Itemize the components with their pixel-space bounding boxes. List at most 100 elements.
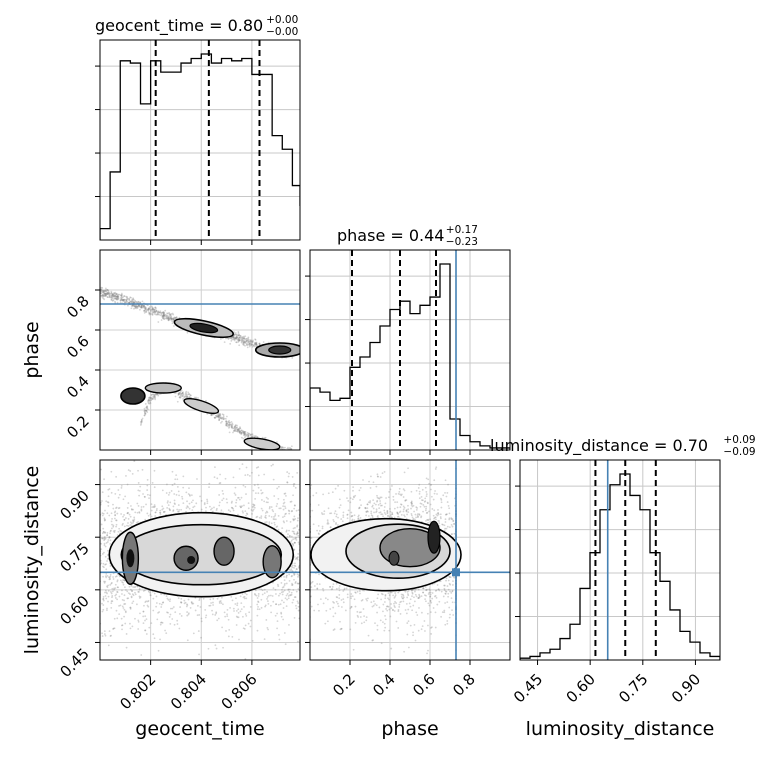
sample-point	[182, 486, 185, 489]
sample-point	[214, 416, 216, 419]
sample-point	[242, 596, 245, 599]
sample-point	[264, 605, 266, 608]
sample-point	[173, 316, 176, 319]
sample-point	[101, 500, 103, 502]
sample-point	[238, 431, 241, 434]
sample-point	[283, 515, 286, 518]
sample-point	[185, 396, 188, 399]
sample-point	[102, 551, 105, 554]
sample-point	[254, 342, 257, 345]
sample-point	[114, 297, 117, 300]
sample-point	[130, 508, 133, 510]
sample-point	[143, 305, 145, 308]
sample-point	[154, 311, 157, 314]
sample-point	[245, 340, 248, 343]
sample-point	[179, 606, 182, 608]
sample-point	[410, 512, 413, 515]
sample-point	[254, 338, 257, 341]
sample-point	[240, 436, 243, 439]
sample-point	[134, 305, 136, 308]
sample-point	[140, 305, 143, 308]
sample-point	[149, 494, 151, 497]
sample-point	[115, 523, 118, 526]
sample-point	[103, 289, 106, 292]
sample-point	[257, 593, 260, 595]
scatter-panel-luminosity_distance-vs-phase	[309, 459, 511, 661]
sample-point	[156, 393, 158, 396]
sample-point	[156, 313, 159, 315]
sample-point	[256, 614, 259, 617]
sample-point	[103, 566, 105, 569]
sample-point	[123, 300, 126, 303]
sample-point	[148, 306, 151, 308]
sample-point	[243, 431, 246, 434]
sample-point	[162, 315, 165, 318]
sample-point	[249, 340, 252, 343]
sample-point	[267, 501, 269, 504]
sample-point	[163, 312, 165, 315]
sample-point	[105, 576, 108, 579]
sample-point	[121, 624, 123, 627]
sample-point	[231, 426, 233, 428]
sample-point	[225, 423, 228, 426]
sample-point	[146, 405, 149, 408]
sample-point	[146, 407, 148, 410]
sample-point	[216, 619, 219, 622]
sample-point	[279, 447, 282, 450]
sample-point	[103, 538, 106, 541]
sample-point	[115, 295, 118, 298]
sample-point	[237, 339, 240, 342]
sample-point	[103, 518, 106, 521]
sample-point	[104, 589, 107, 592]
sample-point	[185, 510, 187, 513]
sample-point	[186, 611, 189, 613]
sample-point	[102, 295, 105, 298]
sample-point	[176, 619, 179, 622]
sample-point	[251, 506, 254, 508]
sample-point	[442, 494, 445, 497]
sample-point	[123, 295, 126, 298]
sample-point	[423, 505, 426, 508]
sample-point	[122, 296, 124, 299]
sample-point	[245, 343, 248, 346]
sample-point	[227, 337, 230, 340]
sample-point	[189, 394, 192, 397]
sample-point	[152, 597, 155, 600]
sample-point	[123, 295, 126, 297]
sample-point	[329, 585, 332, 588]
sample-point	[126, 507, 129, 509]
sample-point	[154, 398, 157, 401]
sample-point	[246, 435, 249, 438]
sample-point	[187, 613, 190, 616]
sample-point	[290, 447, 293, 450]
sample-point	[149, 313, 152, 316]
sample-point	[252, 509, 254, 512]
sample-point	[148, 402, 151, 405]
sample-point	[143, 407, 146, 410]
sample-point	[200, 499, 203, 502]
sample-point	[388, 490, 391, 493]
sample-point	[162, 601, 165, 604]
sample-point	[104, 294, 107, 297]
sample-point	[217, 415, 220, 418]
sample-point	[229, 607, 231, 609]
sample-point	[118, 605, 120, 607]
sample-point	[121, 299, 124, 301]
sample-point	[168, 507, 171, 510]
sample-point	[294, 486, 297, 489]
sample-point	[185, 507, 188, 509]
sample-point	[106, 585, 108, 588]
sample-point	[136, 305, 139, 308]
sample-point	[101, 293, 104, 296]
sample-point	[288, 529, 290, 532]
sample-point	[153, 308, 156, 311]
sample-point	[280, 591, 283, 594]
sample-point	[174, 392, 177, 395]
sample-point	[118, 527, 121, 530]
sample-point	[224, 477, 227, 480]
sample-point	[167, 504, 170, 507]
sample-point	[177, 392, 180, 395]
sample-point	[160, 313, 163, 316]
sample-point	[229, 342, 232, 345]
